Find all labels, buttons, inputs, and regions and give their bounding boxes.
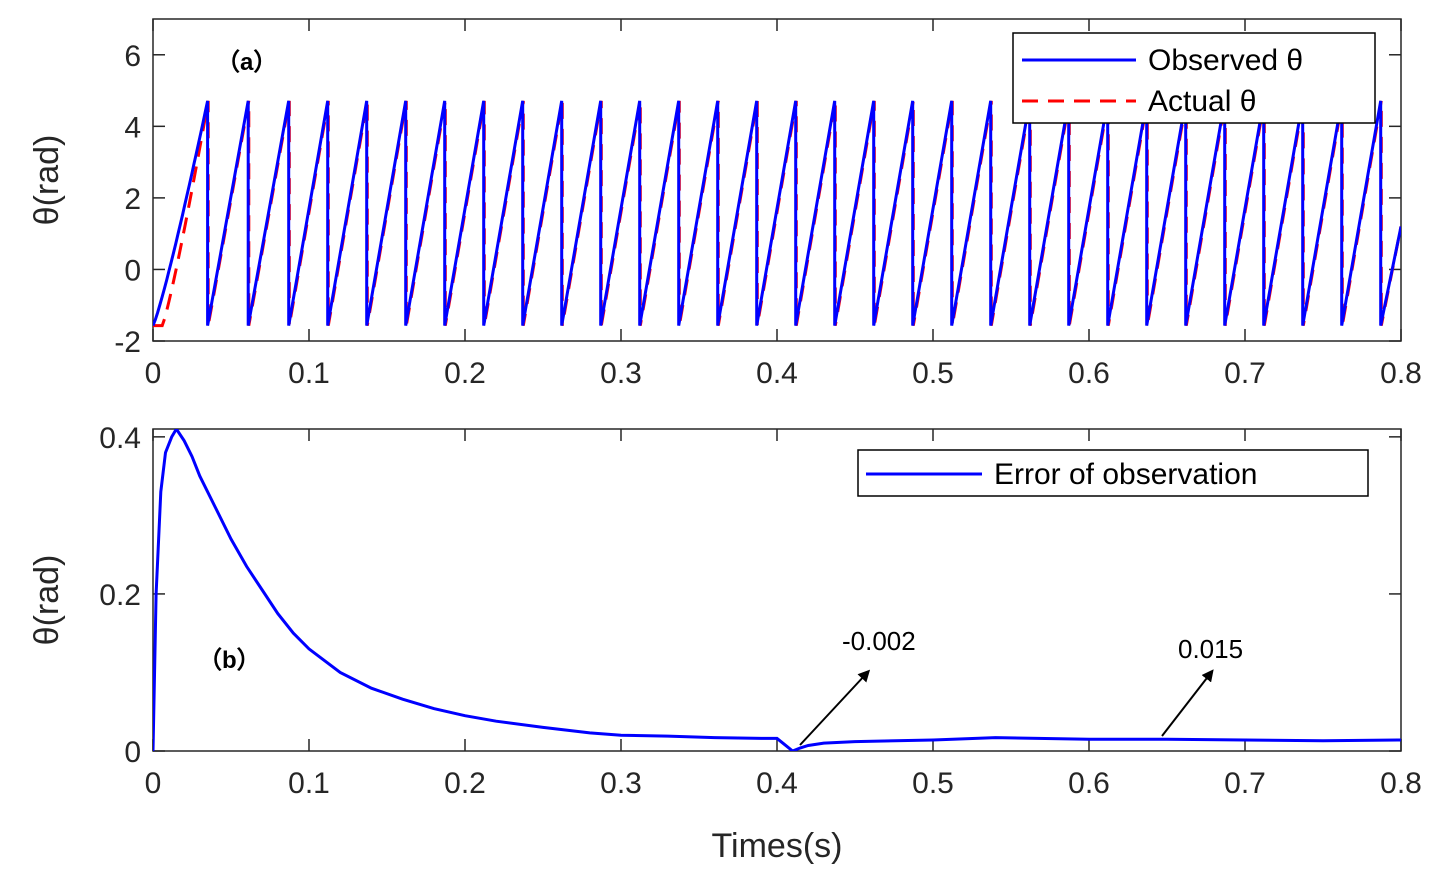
panel-a-y-ticks: -2 0 2 4 6 bbox=[114, 40, 1401, 359]
x-tick-label: 0.6 bbox=[1068, 357, 1110, 390]
panel-a-legend: Observed θ Actual θ bbox=[1012, 32, 1376, 124]
y-tick-label: 6 bbox=[124, 40, 141, 73]
x-tick-label: 0.1 bbox=[288, 767, 330, 800]
y-tick-label: 4 bbox=[124, 111, 141, 144]
y-tick-label: 0 bbox=[124, 736, 141, 769]
annotation-label-steady-error: 0.015 bbox=[1178, 634, 1243, 664]
x-tick-label: 0.8 bbox=[1380, 767, 1422, 800]
panel-b-tag: （b） bbox=[198, 647, 261, 674]
annotation-arrow-min-error bbox=[799, 669, 871, 746]
x-tick-label: 0.3 bbox=[600, 357, 642, 390]
x-tick-label: 0.5 bbox=[912, 357, 954, 390]
x-tick-label: 0.8 bbox=[1380, 357, 1422, 390]
annotation-label-min-error: -0.002 bbox=[842, 626, 916, 656]
x-tick-label: 0.7 bbox=[1224, 767, 1266, 800]
x-tick-label: 0.4 bbox=[756, 357, 798, 390]
panel-b-x-axis-label: Times(s) bbox=[712, 827, 843, 865]
x-tick-label: 0.3 bbox=[600, 767, 642, 800]
x-tick-label: 0.2 bbox=[444, 767, 486, 800]
panel-a-x-ticks: 0 0.1 0.2 0.3 0.4 0.5 0.6 0.7 0.8 bbox=[145, 19, 1422, 390]
panel-b-y-axis-label: θ(rad) bbox=[28, 555, 66, 646]
panel-a-tag: （a） bbox=[216, 49, 277, 76]
x-tick-label: 0.2 bbox=[444, 357, 486, 390]
x-tick-label: 0.6 bbox=[1068, 767, 1110, 800]
legend-label-observed: Observed θ bbox=[1148, 44, 1303, 77]
panel-b-legend: Error of observation bbox=[857, 449, 1369, 497]
y-tick-label: 0.2 bbox=[99, 579, 141, 612]
x-tick-label: 0 bbox=[145, 767, 162, 800]
error-of-observation-line bbox=[153, 429, 1401, 751]
panel-b: 0 0.1 0.2 0.3 0.4 0.5 0.6 0.7 0.8 0 0.2 0.4 θ(rad)… bbox=[28, 422, 1422, 865]
panel-a-legend-box bbox=[1012, 32, 1376, 124]
y-tick-label: 0 bbox=[124, 254, 141, 287]
annotation-steady-error: 0.015 bbox=[1161, 634, 1243, 737]
x-tick-label: 0.4 bbox=[756, 767, 798, 800]
legend-label-actual: Actual θ bbox=[1148, 85, 1256, 118]
y-tick-label: 2 bbox=[124, 183, 141, 216]
annotation-arrow-steady-error bbox=[1161, 669, 1214, 737]
x-tick-label: 0 bbox=[145, 357, 162, 390]
x-tick-label: 0.7 bbox=[1224, 357, 1266, 390]
y-tick-label: -2 bbox=[114, 326, 141, 359]
y-tick-label: 0.4 bbox=[99, 422, 141, 455]
legend-label-error: Error of observation bbox=[994, 458, 1257, 491]
annotation-min-error: -0.002 bbox=[799, 626, 916, 746]
observed-theta-line bbox=[153, 100, 1401, 327]
panel-a-y-axis-label: θ(rad) bbox=[28, 135, 66, 226]
x-tick-label: 0.5 bbox=[912, 767, 954, 800]
x-tick-label: 0.1 bbox=[288, 357, 330, 390]
panel-b-y-ticks: 0 0.2 0.4 bbox=[99, 422, 1401, 769]
